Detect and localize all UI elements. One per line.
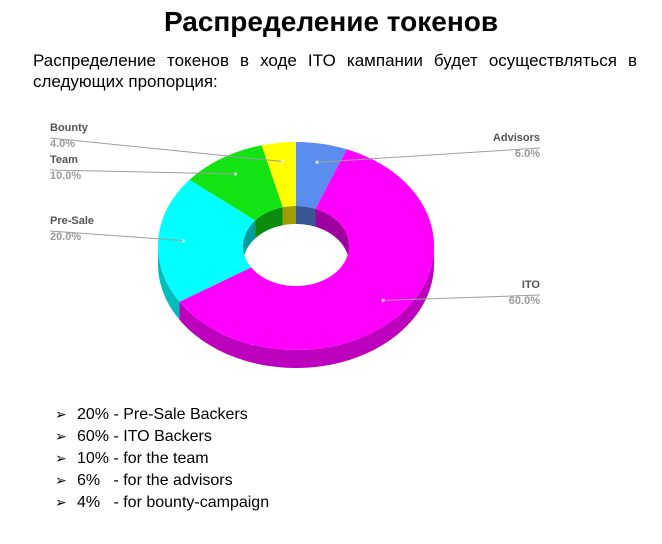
arrow-bullet-icon: ➢ [55,451,67,467]
slice-name-label: Team [50,154,78,166]
slice-name-label: Bounty [50,122,89,134]
slice-inner-wall-advisors [296,206,316,227]
slice-side-ito [179,246,434,368]
slice-bounty [261,142,296,208]
leader-line-ito [383,294,541,301]
slice-name-label: Pre-Sale [50,215,94,227]
slice-ito [179,149,434,350]
list-item-text: 6% - for the advisors [77,472,233,489]
arrow-bullet-icon: ➢ [55,429,67,445]
slice-value-label: 60.0% [509,295,540,307]
slice-name-label: Advisors [493,132,540,144]
list-item: ➢ 10% - for the team [55,448,269,470]
chart-slices [158,142,434,368]
slice-value-label: 6.0% [515,148,540,160]
slice-pre-sale [158,179,256,302]
arrow-bullet-icon: ➢ [55,407,67,423]
slice-inner-wall-pre-sale [243,220,256,264]
leader-line-advisors [317,147,541,163]
leader-line-bounty [49,137,282,162]
slice-advisors [296,142,347,209]
distribution-list: ➢ 20% - Pre-Sale Backers ➢ 60% - ITO Bac… [55,404,269,514]
slice-team [189,145,283,221]
slice-name-label: ITO [522,279,541,291]
page-title: Распределение токенов [163,6,499,37]
slice-value-label: 10.0% [50,170,81,182]
slice-value-label: 4.0% [50,138,75,150]
list-item-text: 10% - for the team [77,450,209,467]
leader-line-pre-sale [49,230,184,242]
chart-leader-lines [49,137,541,302]
leader-line-team [49,169,236,175]
list-item-text: 4% - for bounty-campaign [77,494,270,511]
arrow-bullet-icon: ➢ [55,495,67,511]
chart-labels: Advisors 6.0% ITO 60.0% Pre-Sale 20.0% Team 10.… [50,122,540,307]
arrow-bullet-icon: ➢ [55,473,67,489]
slice-inner-wall-team [255,207,283,239]
slice-side-pre-sale [158,246,180,320]
list-item: ➢ 60% - ITO Backers [55,426,269,448]
slice-inner-wall-bounty [282,206,296,226]
list-item-text: 60% - ITO Backers [77,428,212,445]
slice-inner-wall-ito [315,208,349,264]
list-item: ➢ 20% - Pre-Sale Backers [55,404,269,426]
list-item: ➢ 6% - for the advisors [55,470,269,492]
intro-paragraph: Распределение токенов в ходе ITO кампани… [33,51,637,91]
list-item: ➢ 4% - for bounty-campaign [55,492,269,514]
slice-value-label: 20.0% [50,231,81,243]
list-item-text: 20% - Pre-Sale Backers [77,406,248,423]
